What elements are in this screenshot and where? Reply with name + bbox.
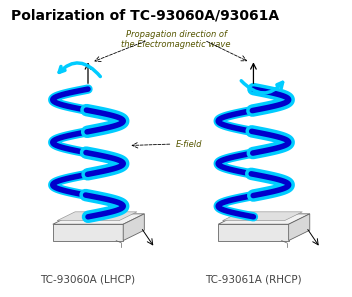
Text: Propagation direction of
the Electromagnetic wave: Propagation direction of the Electromagn… [121,30,231,49]
Polygon shape [123,214,144,241]
Polygon shape [57,212,137,221]
Polygon shape [289,214,310,241]
Polygon shape [53,224,123,241]
Text: E-field: E-field [176,140,202,148]
Polygon shape [218,214,310,224]
Text: TC-93061A (RHCP): TC-93061A (RHCP) [205,274,302,284]
Text: TC-93060A (LHCP): TC-93060A (LHCP) [40,274,136,284]
Polygon shape [222,212,302,221]
Polygon shape [218,224,289,241]
Polygon shape [53,214,144,224]
Text: Polarization of TC-93060A/93061A: Polarization of TC-93060A/93061A [11,9,279,23]
